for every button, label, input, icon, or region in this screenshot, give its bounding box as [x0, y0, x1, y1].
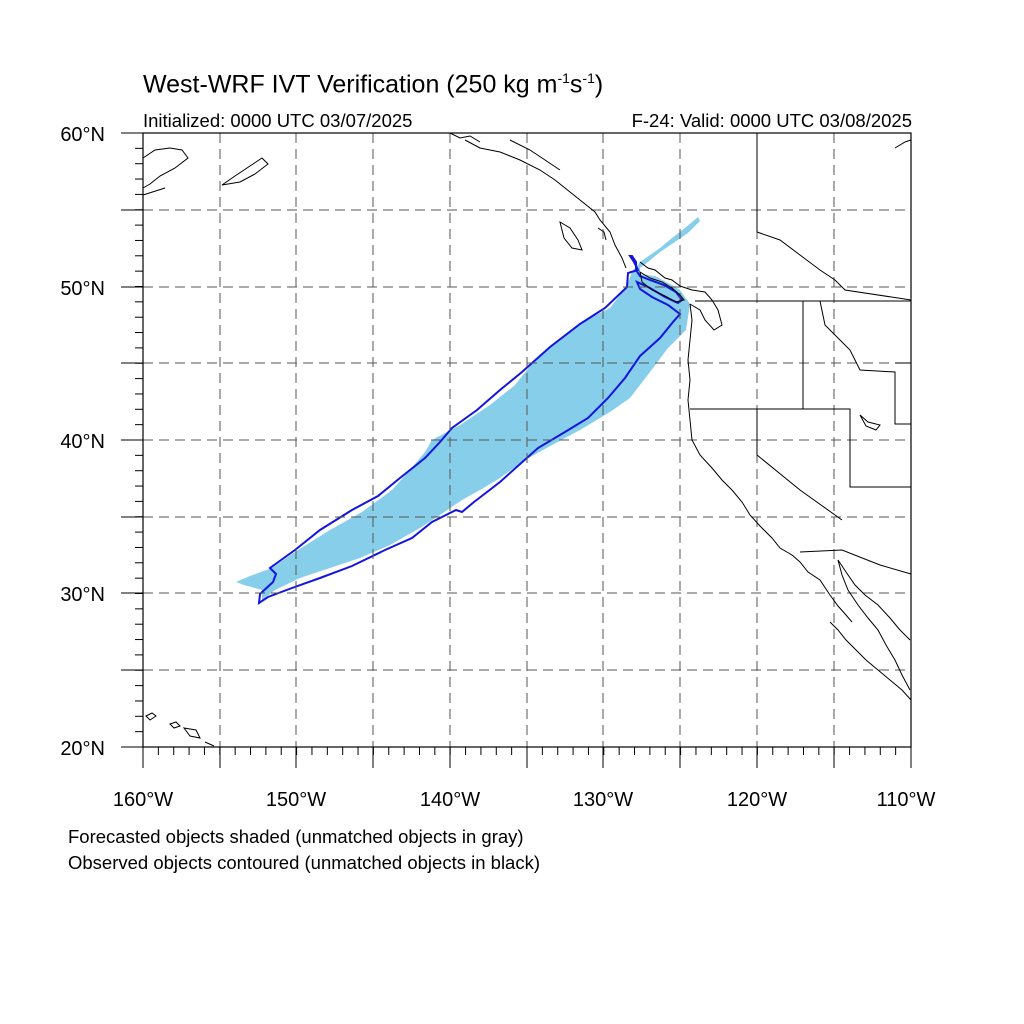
valid-label: F-24: Valid: 0000 UTC 03/08/2025: [631, 110, 912, 131]
title-exp1: -1: [557, 70, 570, 86]
lat-label-40: 40°N: [60, 431, 105, 453]
lon-label-130: 130°W: [573, 789, 633, 811]
graticule: [143, 133, 911, 747]
lon-labels: 160°W 150°W 140°W 130°W 120°W 110°W: [113, 789, 936, 811]
tick-marks: [121, 132, 912, 768]
chart-title: West-WRF IVT Verification (250 kg m-1s-1…: [143, 70, 603, 99]
title-exp2: -1: [582, 70, 595, 86]
lon-label-150: 150°W: [266, 789, 326, 811]
lat-label-20: 20°N: [60, 738, 105, 760]
coastlines: [142, 132, 912, 747]
initialized-label: Initialized: 0000 UTC 03/07/2025: [143, 110, 413, 131]
lat-labels: 60°N 50°N 40°N 30°N 20°N: [60, 124, 105, 760]
footer-forecast-note: Forecasted objects shaded (unmatched obj…: [68, 826, 524, 847]
title-close: ): [594, 70, 604, 99]
footer-observed-note: Observed objects contoured (unmatched ob…: [68, 852, 541, 873]
lat-label-50: 50°N: [60, 278, 105, 300]
minor-ticks: [135, 132, 912, 755]
lat-label-60: 60°N: [60, 124, 105, 146]
title-main: West-WRF IVT Verification (250 kg m: [143, 70, 558, 99]
lon-label-120: 120°W: [727, 789, 787, 811]
observed-ivt-contour: [257, 255, 684, 606]
lon-label-110: 110°W: [877, 789, 936, 811]
lon-label-140: 140°W: [420, 789, 480, 811]
lat-label-30: 30°N: [60, 584, 105, 606]
lon-label-160: 160°W: [113, 789, 173, 811]
forecast-ivt-object: [236, 217, 700, 600]
title-mid: s: [569, 70, 583, 99]
